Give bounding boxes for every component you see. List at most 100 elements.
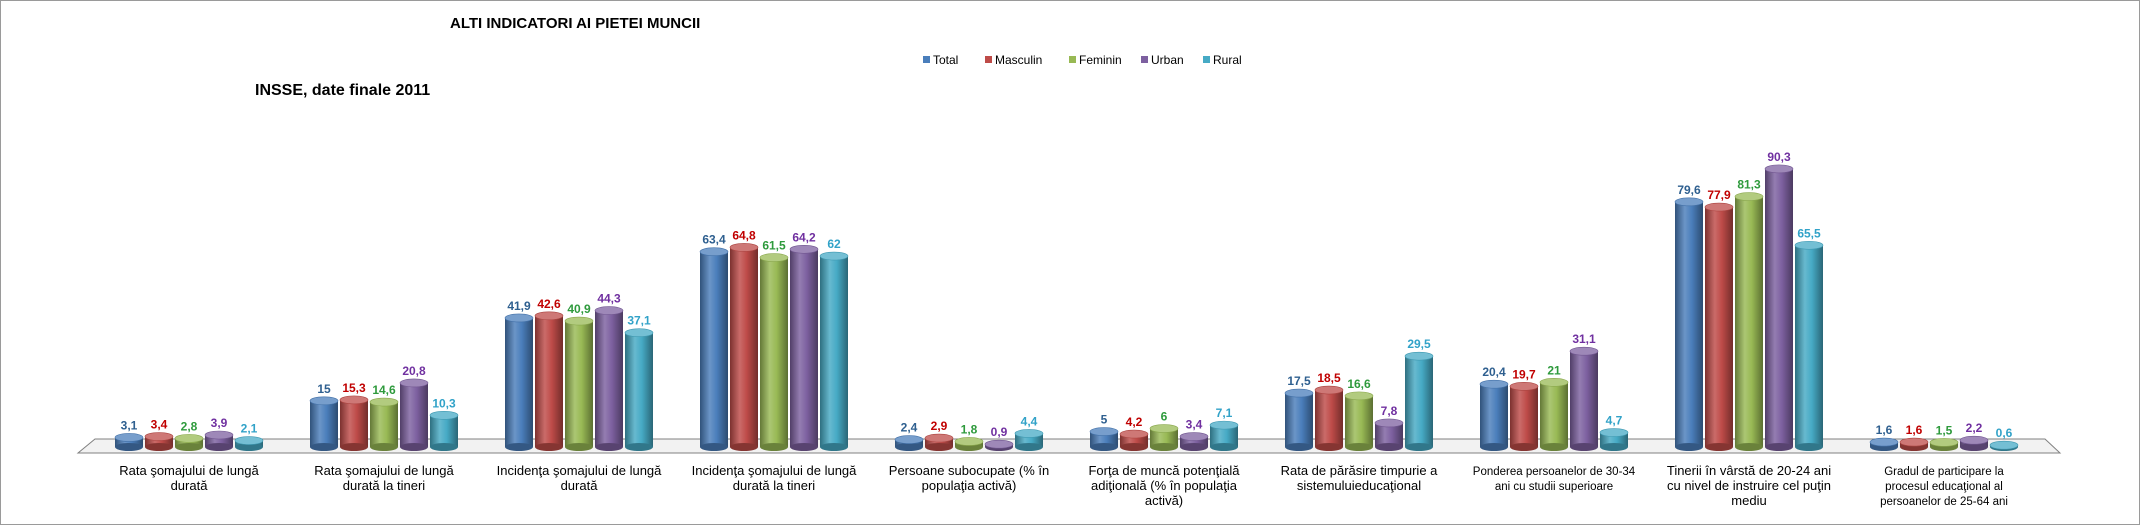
bar-feminin-7: [1344, 391, 1374, 451]
bar-urban-9-cap: [1764, 164, 1794, 174]
bar-feminin-2-body: [370, 402, 398, 447]
bar-masculin-1-base: [145, 443, 173, 451]
bar-rural-3-cap: [624, 328, 654, 338]
bar-feminin-5: [954, 437, 984, 451]
category-label-3: Incidenţa şomajului de lungă durată: [497, 463, 663, 493]
bar-total-10: [1869, 437, 1899, 451]
value-label-rural-8: 4,7: [1606, 414, 1623, 428]
bar-urban-8-body: [1570, 351, 1598, 447]
bar-urban-2-base: [400, 443, 428, 451]
value-label-feminin-10: 1,5: [1936, 423, 1953, 437]
value-label-total-10: 1,6: [1876, 423, 1893, 437]
bar-masculin-9-base: [1705, 443, 1733, 451]
bar-rural-7-body: [1405, 356, 1433, 447]
bar-feminin-8: [1539, 378, 1569, 451]
legend-swatch-feminin: [1069, 56, 1076, 63]
value-label-masculin-4: 64,8: [732, 228, 756, 242]
bar-total-8-cap: [1479, 379, 1509, 389]
value-label-urban-5: 0,9: [991, 425, 1008, 439]
category-label-2: Rata şomajului de lungă durată la tineri: [314, 463, 454, 493]
bar-urban-6-cap: [1179, 432, 1209, 441]
bar-feminin-8-body: [1540, 382, 1568, 447]
bar-urban-3-body: [595, 310, 623, 447]
value-label-feminin-2: 14,6: [372, 383, 396, 397]
bar-masculin-3-base: [535, 443, 563, 451]
bar-urban-7-cap: [1374, 418, 1404, 428]
bar-rural-2: [429, 410, 459, 451]
legend-label-total: Total: [933, 53, 958, 67]
value-label-rural-1: 2,1: [241, 422, 258, 436]
bar-urban-1-cap: [204, 430, 234, 440]
bar-urban-2-body: [400, 382, 428, 447]
bar-total-7-body: [1285, 393, 1313, 447]
bar-rural-6-body: [1210, 425, 1238, 447]
bar-urban-5-cap: [984, 439, 1014, 449]
value-label-total-3: 41,9: [507, 299, 531, 313]
legend-swatch-urban: [1141, 56, 1148, 63]
bar-feminin-2: [369, 397, 399, 451]
bar-masculin-8: [1509, 382, 1539, 451]
bar-total-2-base: [310, 443, 338, 451]
bar-total-4-cap: [699, 247, 729, 257]
bar-rural-5-base: [1015, 443, 1043, 451]
bar-feminin-6-body: [1150, 428, 1178, 447]
legend-swatch-rural: [1203, 56, 1210, 63]
value-label-masculin-8: 19,7: [1512, 367, 1536, 381]
bar-masculin-1-cap: [144, 432, 174, 441]
bar-rural-2-body: [430, 415, 458, 447]
bar-masculin-7-cap: [1314, 385, 1344, 395]
bar-masculin-8-cap: [1509, 382, 1539, 391]
bar-rural-2-base: [430, 443, 458, 451]
bar-total-4-body: [700, 251, 728, 447]
bar-masculin-6-base: [1120, 443, 1148, 451]
bar-rural-1-cap: [234, 436, 264, 445]
bar-masculin-3: [534, 311, 564, 451]
legend-swatch-total: [923, 56, 930, 63]
value-label-urban-1: 3,9: [211, 416, 228, 430]
bar-rural-8: [1599, 428, 1629, 451]
bar-urban-8: [1569, 346, 1599, 451]
value-label-rural-7: 29,5: [1407, 337, 1431, 351]
value-label-total-7: 17,5: [1287, 374, 1311, 388]
bar-feminin-3-cap: [564, 316, 594, 326]
bar-feminin-1-cap: [174, 434, 204, 443]
value-label-total-5: 2,4: [901, 421, 918, 435]
bar-total-6-cap: [1089, 427, 1119, 436]
bar-total-5: [894, 435, 924, 451]
bar-feminin-4: [759, 253, 789, 451]
bar-total-10-cap: [1869, 437, 1899, 447]
bar-rural-7-cap: [1404, 351, 1434, 361]
bar-rural-4-base: [820, 443, 848, 451]
bar-total-9-body: [1675, 201, 1703, 447]
chart-title: ALTI INDICATORI AI PIETEI MUNCII: [450, 15, 700, 32]
bar-total-9-base: [1675, 443, 1703, 451]
bar-masculin-9-body: [1705, 207, 1733, 447]
bar-total-3-cap: [504, 313, 534, 323]
bar-total-4-base: [700, 443, 728, 451]
bar-feminin-3: [564, 316, 594, 451]
bar-rural-7-base: [1405, 443, 1433, 451]
value-label-total-9: 79,6: [1677, 183, 1701, 197]
bar-masculin-8-base: [1510, 443, 1538, 451]
bar-total-3: [504, 313, 534, 451]
bar-rural-4-body: [820, 256, 848, 447]
bar-rural-5-cap: [1014, 429, 1044, 438]
value-label-masculin-7: 18,5: [1317, 371, 1341, 385]
bar-rural-1-base: [235, 443, 263, 451]
bar-total-6-body: [1090, 431, 1118, 447]
value-label-rural-6: 7,1: [1216, 406, 1233, 420]
bar-rural-8-base: [1600, 443, 1628, 451]
bar-feminin-9-body: [1735, 196, 1763, 447]
bar-feminin-9-cap: [1734, 192, 1764, 201]
bar-total-2-cap: [309, 396, 339, 406]
bar-feminin-3-base: [565, 443, 593, 451]
bar-total-1-cap: [114, 433, 144, 442]
value-label-total-4: 63,4: [702, 233, 726, 247]
bar-feminin-9: [1734, 192, 1764, 451]
bar-urban-6: [1179, 432, 1209, 451]
bar-masculin-5-base: [925, 443, 953, 451]
bar-rural-5: [1014, 429, 1044, 451]
bar-masculin-1-body: [145, 436, 173, 447]
bar-total-1-base: [115, 443, 143, 451]
